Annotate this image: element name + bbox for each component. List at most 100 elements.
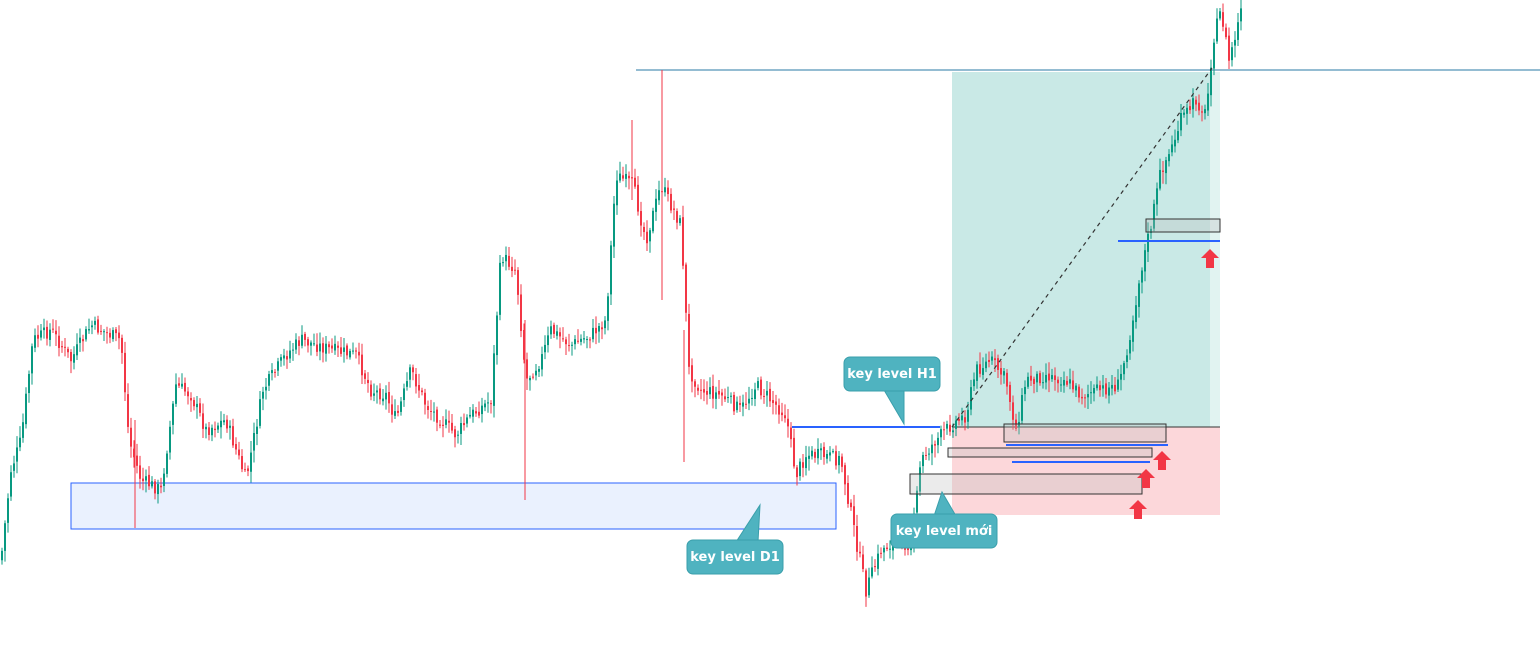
candle-body xyxy=(715,392,717,399)
candle-body xyxy=(139,465,141,479)
candle-body xyxy=(493,353,495,406)
candle-body xyxy=(658,190,660,201)
candle-body xyxy=(184,382,186,392)
candle-body xyxy=(181,383,183,387)
candle-body xyxy=(655,198,657,212)
candle-body xyxy=(295,339,297,350)
candle-body xyxy=(508,255,510,267)
candle-body xyxy=(511,266,513,271)
candle-body xyxy=(757,381,759,388)
candle-body xyxy=(886,547,888,549)
candle-body xyxy=(133,448,135,458)
candle-body xyxy=(271,370,273,374)
candle-body xyxy=(535,370,537,376)
candle-body xyxy=(283,355,285,359)
candle-body xyxy=(538,368,540,372)
order-block-3[interactable] xyxy=(1003,423,1167,443)
candle-body xyxy=(748,398,750,404)
candle-body xyxy=(880,552,882,554)
candle-body xyxy=(1048,373,1050,381)
candle-body xyxy=(1216,18,1218,42)
candle-body xyxy=(301,334,303,346)
candle-body xyxy=(970,387,972,410)
candle-body xyxy=(1240,8,1242,22)
callout-key-level-moi[interactable]: key level mới xyxy=(890,490,998,549)
callout-key-level-h1[interactable]: key level H1 xyxy=(843,356,941,426)
candle-body xyxy=(31,346,33,374)
candle-body xyxy=(961,415,963,421)
candle-body xyxy=(22,422,24,438)
candle-body xyxy=(613,203,615,247)
candle-body xyxy=(940,429,942,438)
candle-body xyxy=(355,350,357,352)
candle-body xyxy=(889,548,891,550)
candle-body xyxy=(229,425,231,428)
candle-body xyxy=(34,335,36,348)
candle-body xyxy=(682,217,684,266)
candle-body xyxy=(772,400,774,404)
candle-body xyxy=(799,461,801,477)
candle-body xyxy=(1063,379,1065,386)
candle-body xyxy=(73,354,75,363)
candle-body xyxy=(151,481,153,487)
candle-body xyxy=(1222,12,1224,27)
candle-body xyxy=(607,296,609,321)
candle-body xyxy=(922,454,924,467)
candle-body xyxy=(406,381,408,387)
candle-body xyxy=(1210,67,1212,96)
candle-body xyxy=(1147,233,1149,252)
candle-body xyxy=(577,340,579,342)
candle-body xyxy=(64,346,66,348)
order-block-4[interactable] xyxy=(1145,218,1221,233)
candle-body xyxy=(916,490,918,513)
candle-body xyxy=(796,467,798,478)
candle-body xyxy=(445,419,447,425)
candle-body xyxy=(169,426,171,453)
candle-body xyxy=(268,374,270,386)
candle-body xyxy=(874,566,876,568)
candle-body xyxy=(787,418,789,427)
candle-body xyxy=(847,482,849,504)
candle-body xyxy=(601,327,603,330)
candle-body xyxy=(697,387,699,391)
order-block-1[interactable] xyxy=(909,473,1143,495)
candle-body xyxy=(28,373,30,394)
candle-body xyxy=(337,345,339,348)
candle-body xyxy=(553,324,555,334)
candle-body xyxy=(1183,112,1185,115)
order-block-2[interactable] xyxy=(947,447,1153,458)
candle-body xyxy=(604,320,606,329)
candle-body xyxy=(316,344,318,352)
candle-body xyxy=(502,262,504,264)
candle-body xyxy=(373,393,375,396)
candle-body xyxy=(793,437,795,467)
candle-body xyxy=(142,478,144,482)
candle-body xyxy=(430,410,432,412)
candle-body xyxy=(802,462,804,468)
candle-body xyxy=(994,358,996,361)
projection-dashed-line[interactable] xyxy=(951,67,1213,428)
candle-body xyxy=(1204,109,1206,114)
candle-body xyxy=(838,455,840,466)
candle-body xyxy=(841,456,843,467)
candle-body xyxy=(1159,169,1161,189)
candle-body xyxy=(967,409,969,422)
candle-body xyxy=(13,463,15,471)
candle-body xyxy=(1024,386,1026,395)
arrow-up-icon xyxy=(1153,451,1171,470)
candle-body xyxy=(1177,131,1179,141)
callout-key-level-d1[interactable]: key level D1 xyxy=(686,503,784,575)
candle-body xyxy=(637,184,639,212)
candle-body xyxy=(832,451,834,453)
candle-body xyxy=(526,359,528,379)
candle-body xyxy=(379,388,381,400)
candle-body xyxy=(1069,379,1071,384)
candle-body xyxy=(739,403,741,405)
candle-body xyxy=(7,498,9,523)
candle-body xyxy=(1192,98,1194,110)
candle-body xyxy=(730,395,732,397)
candle-body xyxy=(556,331,558,336)
candle-body xyxy=(634,177,636,187)
candle-body xyxy=(61,346,63,348)
